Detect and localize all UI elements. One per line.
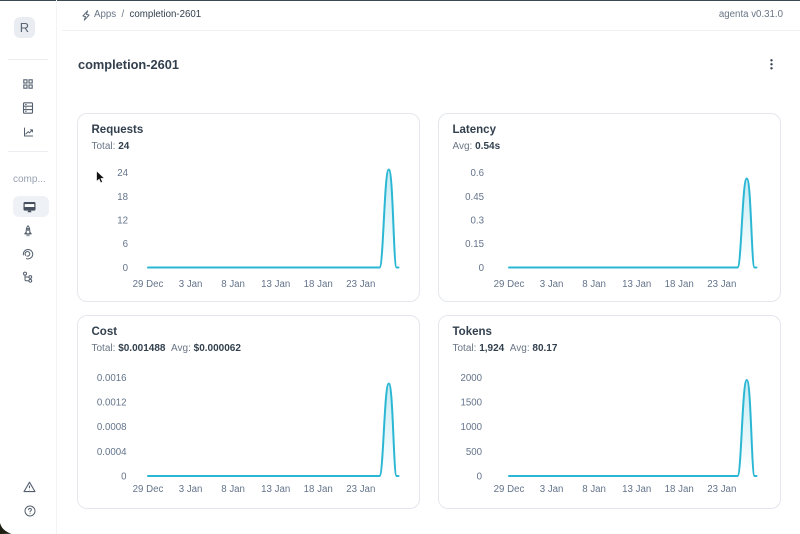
svg-text:18 Jan: 18 Jan	[665, 484, 694, 495]
svg-text:0.3: 0.3	[471, 216, 484, 227]
svg-text:2000: 2000	[460, 373, 482, 384]
svg-text:0: 0	[121, 471, 127, 482]
svg-text:23 Jan: 23 Jan	[707, 484, 736, 495]
svg-text:3 Jan: 3 Jan	[540, 279, 564, 290]
svg-text:1500: 1500	[460, 398, 482, 409]
svg-text:18 Jan: 18 Jan	[304, 279, 333, 290]
svg-text:29 Dec: 29 Dec	[133, 279, 164, 290]
svg-text:0.15: 0.15	[465, 239, 484, 250]
svg-text:8 Jan: 8 Jan	[582, 484, 606, 495]
svg-text:3 Jan: 3 Jan	[540, 484, 564, 495]
svg-text:1000: 1000	[460, 422, 482, 433]
svg-text:13 Jan: 13 Jan	[261, 484, 290, 495]
svg-text:8 Jan: 8 Jan	[221, 484, 245, 495]
svg-text:0.0012: 0.0012	[97, 398, 127, 409]
svg-text:13 Jan: 13 Jan	[622, 279, 651, 290]
svg-text:13 Jan: 13 Jan	[622, 484, 651, 495]
svg-text:3 Jan: 3 Jan	[179, 279, 203, 290]
svg-text:0.0008: 0.0008	[97, 422, 127, 433]
svg-text:3 Jan: 3 Jan	[179, 484, 203, 495]
svg-text:8 Jan: 8 Jan	[582, 279, 606, 290]
svg-text:6: 6	[123, 239, 128, 250]
svg-text:18: 18	[117, 192, 128, 203]
svg-text:18 Jan: 18 Jan	[665, 279, 694, 290]
svg-text:12: 12	[117, 216, 128, 227]
svg-text:18 Jan: 18 Jan	[304, 484, 333, 495]
svg-text:24: 24	[117, 168, 128, 179]
svg-text:0.0004: 0.0004	[97, 447, 127, 458]
svg-text:500: 500	[466, 447, 483, 458]
svg-text:29 Dec: 29 Dec	[494, 484, 525, 495]
svg-text:13 Jan: 13 Jan	[261, 279, 290, 290]
svg-text:0.6: 0.6	[471, 168, 484, 179]
svg-text:0: 0	[123, 263, 129, 274]
svg-text:0.0016: 0.0016	[97, 373, 127, 384]
svg-text:0: 0	[479, 263, 485, 274]
svg-text:23 Jan: 23 Jan	[707, 279, 736, 290]
svg-text:23 Jan: 23 Jan	[346, 484, 375, 495]
svg-text:29 Dec: 29 Dec	[133, 484, 164, 495]
svg-text:0: 0	[477, 471, 483, 482]
svg-text:8 Jan: 8 Jan	[221, 279, 245, 290]
svg-text:23 Jan: 23 Jan	[346, 279, 375, 290]
svg-text:29 Dec: 29 Dec	[494, 279, 525, 290]
svg-text:0.45: 0.45	[465, 192, 484, 203]
